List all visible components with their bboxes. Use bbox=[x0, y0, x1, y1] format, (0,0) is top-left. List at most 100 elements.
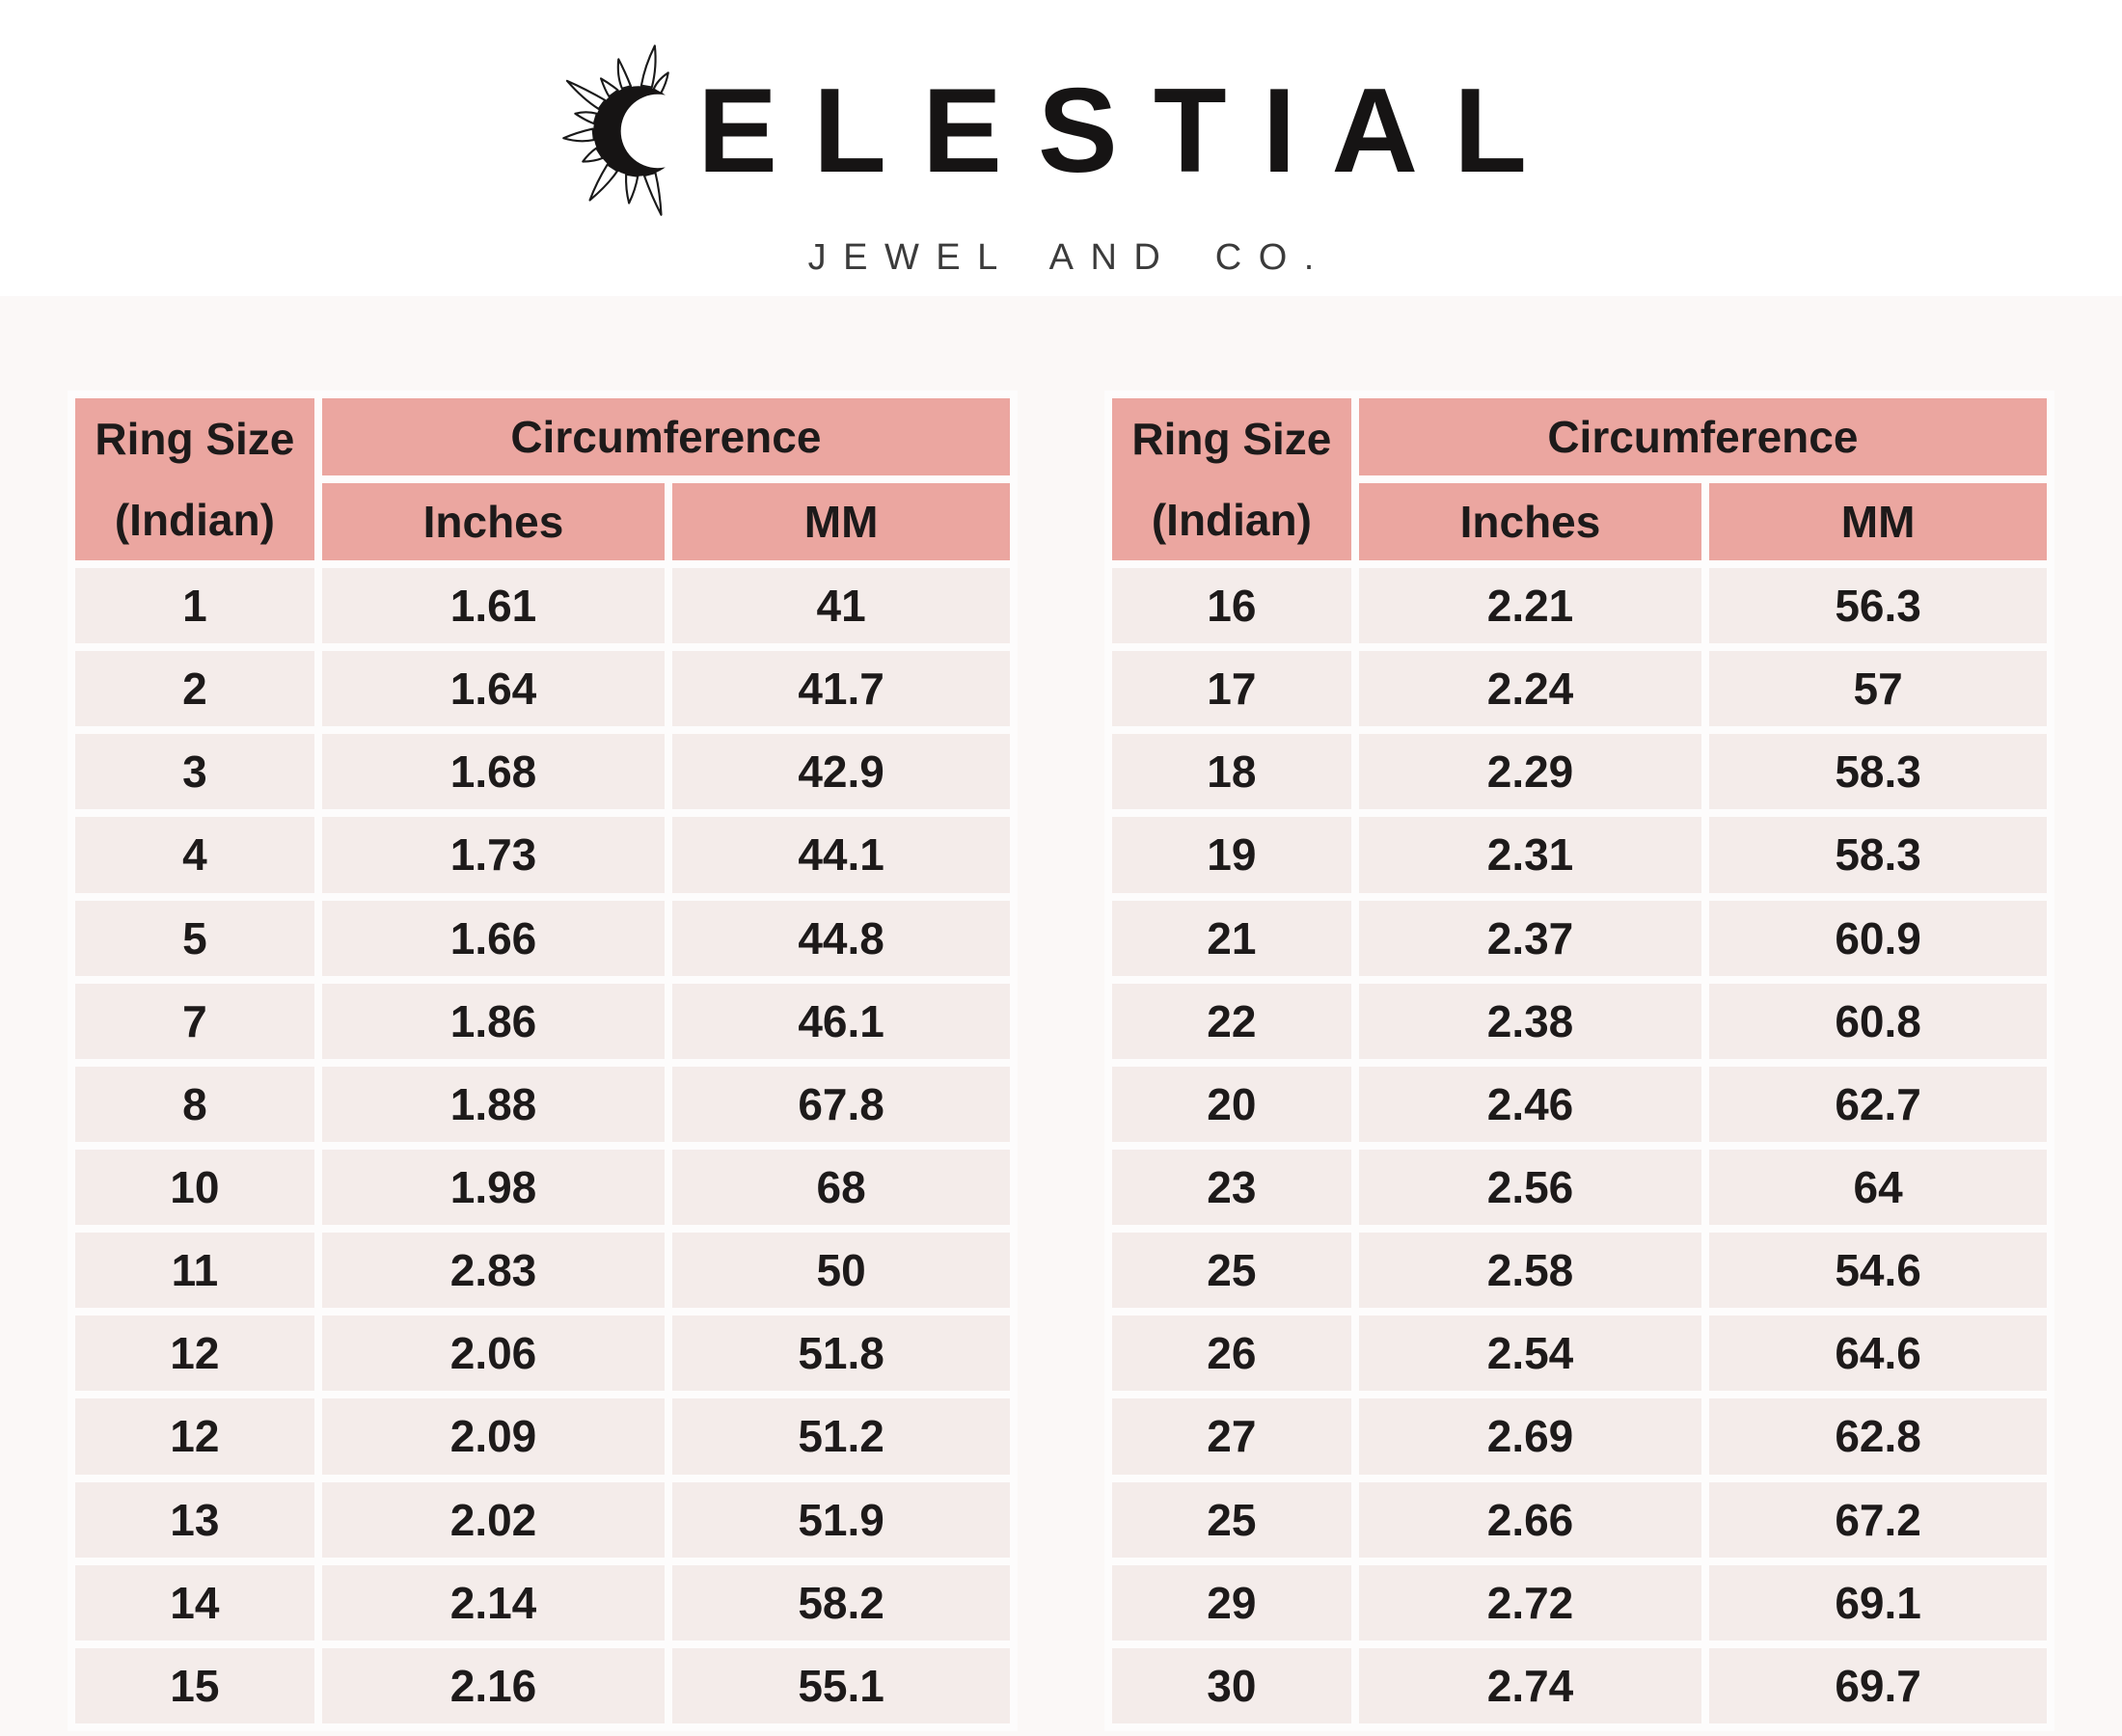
table-cell: 58.3 bbox=[1709, 817, 2047, 893]
table-cell: 2.09 bbox=[321, 1398, 666, 1475]
table-cell: 2.69 bbox=[1358, 1398, 1702, 1475]
table-cell: 2.58 bbox=[1358, 1233, 1702, 1309]
ring-size-table-right: Ring Size (Indian) Circumference Inches … bbox=[1104, 391, 2054, 1731]
table-cell: 58.2 bbox=[672, 1564, 1010, 1641]
crescent bbox=[592, 86, 694, 176]
table-row: 4 1.73 44.1 bbox=[75, 817, 1010, 893]
table-cell: 50 bbox=[672, 1233, 1010, 1309]
table-cell: 2.37 bbox=[1358, 900, 1702, 976]
brand-header: ELESTIAL JEWEL AND CO. bbox=[0, 0, 2122, 296]
table-cell: 1.73 bbox=[321, 817, 666, 893]
table-cell: 69.1 bbox=[1709, 1564, 2047, 1641]
table-cell: 67.8 bbox=[672, 1066, 1010, 1142]
ring-size-header: Ring Size (Indian) bbox=[1112, 398, 1351, 560]
table-cell: 60.8 bbox=[1709, 983, 2047, 1059]
table-cell: 69.7 bbox=[1709, 1647, 2047, 1723]
table-body: 1 1.61 41 2 1.64 41.7 3 1.68 42.9 4 1.73 44.1 5 1.66 4… bbox=[75, 568, 1010, 1723]
table-row: 14 2.14 58.2 bbox=[75, 1564, 1010, 1641]
table-cell: 2.83 bbox=[321, 1233, 666, 1309]
table-cell: 62.8 bbox=[1709, 1398, 2047, 1475]
size-chart-tables: Ring Size (Indian) Circumference Inches … bbox=[0, 391, 2122, 1731]
table-cell: 2.29 bbox=[1358, 734, 1702, 810]
table-cell: 2.54 bbox=[1358, 1316, 1702, 1392]
table-row: 16 2.21 56.3 bbox=[1112, 568, 2047, 644]
table-cell: 67.2 bbox=[1709, 1481, 2047, 1558]
table-cell: 51.8 bbox=[672, 1316, 1010, 1392]
table-cell: 62.7 bbox=[1709, 1066, 2047, 1142]
table-cell: 42.9 bbox=[672, 734, 1010, 810]
table-cell: 5 bbox=[75, 900, 314, 976]
table-cell: 2.16 bbox=[321, 1647, 666, 1723]
table-cell: 46.1 bbox=[672, 983, 1010, 1059]
table-row: 5 1.66 44.8 bbox=[75, 900, 1010, 976]
table-row: 2 1.64 41.7 bbox=[75, 651, 1010, 727]
mm-header: MM bbox=[672, 483, 1010, 560]
table-row: 15 2.16 55.1 bbox=[75, 1647, 1010, 1723]
table-cell: 57 bbox=[1709, 651, 2047, 727]
table-cell: 68 bbox=[672, 1149, 1010, 1226]
table-cell: 60.9 bbox=[1709, 900, 2047, 976]
table-row: 11 2.83 50 bbox=[75, 1233, 1010, 1309]
table-cell: 55.1 bbox=[672, 1647, 1010, 1723]
table-cell: 14 bbox=[75, 1564, 314, 1641]
crescent-sun-icon bbox=[561, 44, 694, 216]
table-row: 1 1.61 41 bbox=[75, 568, 1010, 644]
table-cell: 64.6 bbox=[1709, 1316, 2047, 1392]
ring-size-header-line2: (Indian) bbox=[114, 495, 275, 545]
table-cell: 1.61 bbox=[321, 568, 666, 644]
table-cell: 1.64 bbox=[321, 651, 666, 727]
table-cell: 26 bbox=[1112, 1316, 1351, 1392]
table-cell: 2.21 bbox=[1358, 568, 1702, 644]
table-cell: 20 bbox=[1112, 1066, 1351, 1142]
table-cell: 44.1 bbox=[672, 817, 1010, 893]
table-cell: 51.9 bbox=[672, 1481, 1010, 1558]
table-cell: 4 bbox=[75, 817, 314, 893]
table-cell: 58.3 bbox=[1709, 734, 2047, 810]
table-cell: 8 bbox=[75, 1066, 314, 1142]
table-row: 25 2.58 54.6 bbox=[1112, 1233, 2047, 1309]
table-cell: 2.66 bbox=[1358, 1481, 1702, 1558]
table-header: Ring Size (Indian) Circumference Inches … bbox=[1112, 398, 2047, 560]
table-cell: 2.56 bbox=[1358, 1149, 1702, 1226]
mm-header: MM bbox=[1709, 483, 2047, 560]
table-row: 20 2.46 62.7 bbox=[1112, 1066, 2047, 1142]
table-cell: 25 bbox=[1112, 1481, 1351, 1558]
table-row: 27 2.69 62.8 bbox=[1112, 1398, 2047, 1475]
table-cell: 51.2 bbox=[672, 1398, 1010, 1475]
table-cell: 2.14 bbox=[321, 1564, 666, 1641]
table-row: 8 1.88 67.8 bbox=[75, 1066, 1010, 1142]
table-cell: 56.3 bbox=[1709, 568, 2047, 644]
table-cell: 2.02 bbox=[321, 1481, 666, 1558]
table-cell: 22 bbox=[1112, 983, 1351, 1059]
ring-size-header-line1: Ring Size bbox=[1131, 414, 1332, 464]
table-cell: 30 bbox=[1112, 1647, 1351, 1723]
brand-tagline: JEWEL AND CO. bbox=[807, 237, 1331, 278]
brand-name-text: ELESTIAL bbox=[697, 65, 1564, 198]
circumference-header: Circumference bbox=[1358, 398, 2047, 475]
table-cell: 1.86 bbox=[321, 983, 666, 1059]
table-cell: 54.6 bbox=[1709, 1233, 2047, 1309]
ring-size-header: Ring Size (Indian) bbox=[75, 398, 314, 560]
table-row: 25 2.66 67.2 bbox=[1112, 1481, 2047, 1558]
ring-size-header-line1: Ring Size bbox=[95, 414, 295, 464]
table-row: 29 2.72 69.1 bbox=[1112, 1564, 2047, 1641]
table-row: 12 2.09 51.2 bbox=[75, 1398, 1010, 1475]
ring-size-header-line2: (Indian) bbox=[1151, 495, 1312, 545]
brand-wordmark: ELESTIAL bbox=[559, 41, 1563, 222]
table-cell: 1.88 bbox=[321, 1066, 666, 1142]
table-cell: 19 bbox=[1112, 817, 1351, 893]
table-header: Ring Size (Indian) Circumference Inches … bbox=[75, 398, 1010, 560]
table-cell: 11 bbox=[75, 1233, 314, 1309]
table-row: 22 2.38 60.8 bbox=[1112, 983, 2047, 1059]
table-cell: 15 bbox=[75, 1647, 314, 1723]
table-cell: 64 bbox=[1709, 1149, 2047, 1226]
inches-header: Inches bbox=[1358, 483, 1702, 560]
table-cell: 2.46 bbox=[1358, 1066, 1702, 1142]
ring-size-table-left: Ring Size (Indian) Circumference Inches … bbox=[68, 391, 1018, 1731]
circumference-header: Circumference bbox=[321, 398, 1010, 475]
table-row: 7 1.86 46.1 bbox=[75, 983, 1010, 1059]
table-cell: 16 bbox=[1112, 568, 1351, 644]
table-row: 18 2.29 58.3 bbox=[1112, 734, 2047, 810]
table-cell: 2.72 bbox=[1358, 1564, 1702, 1641]
table-row: 13 2.02 51.9 bbox=[75, 1481, 1010, 1558]
